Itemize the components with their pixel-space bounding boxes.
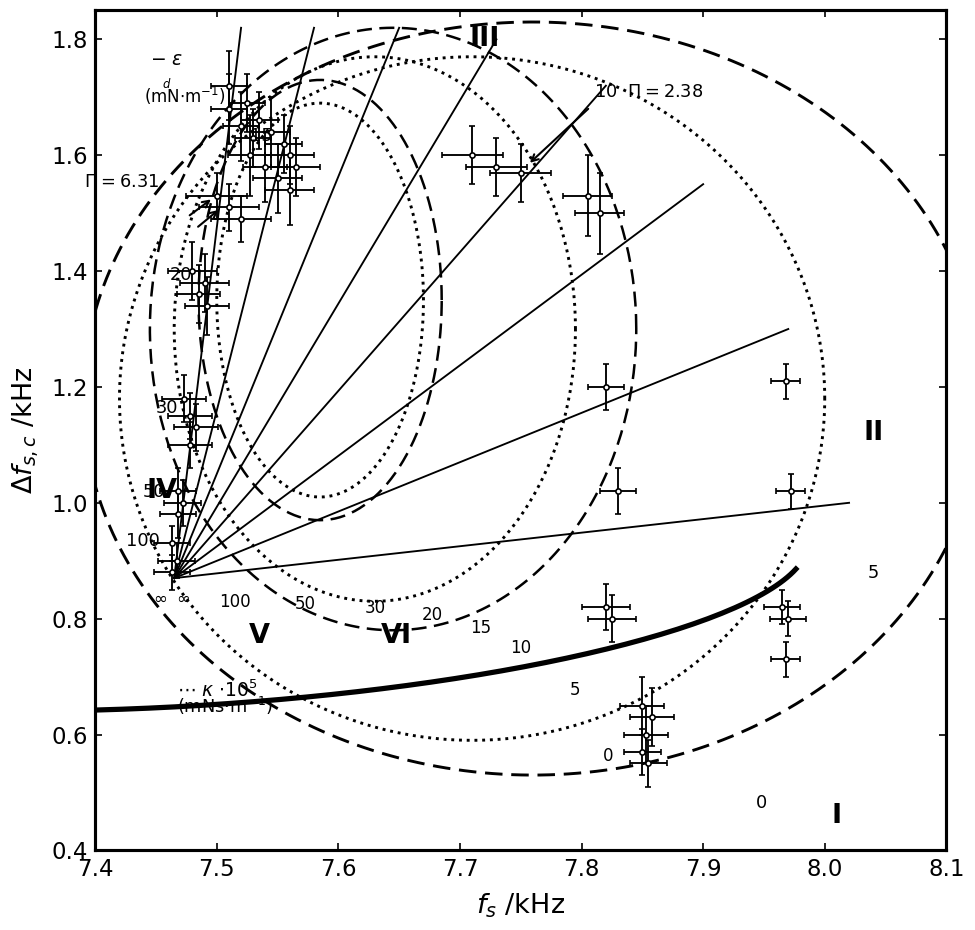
Text: III: III xyxy=(469,26,499,52)
Text: 0: 0 xyxy=(604,747,613,764)
Text: (mN$\cdot$m$^{-1}$): (mN$\cdot$m$^{-1}$) xyxy=(143,85,225,107)
Text: II: II xyxy=(863,420,883,446)
Text: $_d$: $_d$ xyxy=(162,73,172,91)
Text: 10  $\Pi=2.38$: 10 $\Pi=2.38$ xyxy=(594,84,703,101)
Text: $\infty$: $\infty$ xyxy=(152,589,167,606)
Text: 30: 30 xyxy=(155,399,177,417)
Text: 5: 5 xyxy=(570,681,581,699)
Text: $-$ $\varepsilon$: $-$ $\varepsilon$ xyxy=(150,50,183,70)
Text: 100: 100 xyxy=(219,593,251,611)
Text: V: V xyxy=(249,623,270,649)
Text: IV: IV xyxy=(146,478,177,504)
Text: 5: 5 xyxy=(868,565,878,582)
X-axis label: $f_s$ /kHz: $f_s$ /kHz xyxy=(476,891,566,920)
Text: 10: 10 xyxy=(510,640,531,658)
Text: 15: 15 xyxy=(470,619,491,637)
Text: 30: 30 xyxy=(365,599,385,617)
Text: 100: 100 xyxy=(126,532,160,551)
Text: 20: 20 xyxy=(421,606,443,624)
Text: 15: 15 xyxy=(251,126,273,145)
Text: I: I xyxy=(832,803,842,829)
Text: 50: 50 xyxy=(143,483,166,501)
Text: 20: 20 xyxy=(170,266,192,284)
Text: (mNs$\cdot$m$^{-1}$): (mNs$\cdot$m$^{-1}$) xyxy=(176,695,273,716)
Text: VI: VI xyxy=(381,623,412,649)
Text: $\cdots$ $\kappa$ $\cdot10^5$: $\cdots$ $\kappa$ $\cdot10^5$ xyxy=(176,680,257,701)
Y-axis label: $\Delta f_{s,c}$ /kHz: $\Delta f_{s,c}$ /kHz xyxy=(11,366,41,494)
Text: 50: 50 xyxy=(295,595,316,613)
Text: 0: 0 xyxy=(757,793,767,812)
Text: $\Pi=6.31$: $\Pi=6.31$ xyxy=(85,173,160,191)
Text: $\infty$: $\infty$ xyxy=(176,589,190,606)
